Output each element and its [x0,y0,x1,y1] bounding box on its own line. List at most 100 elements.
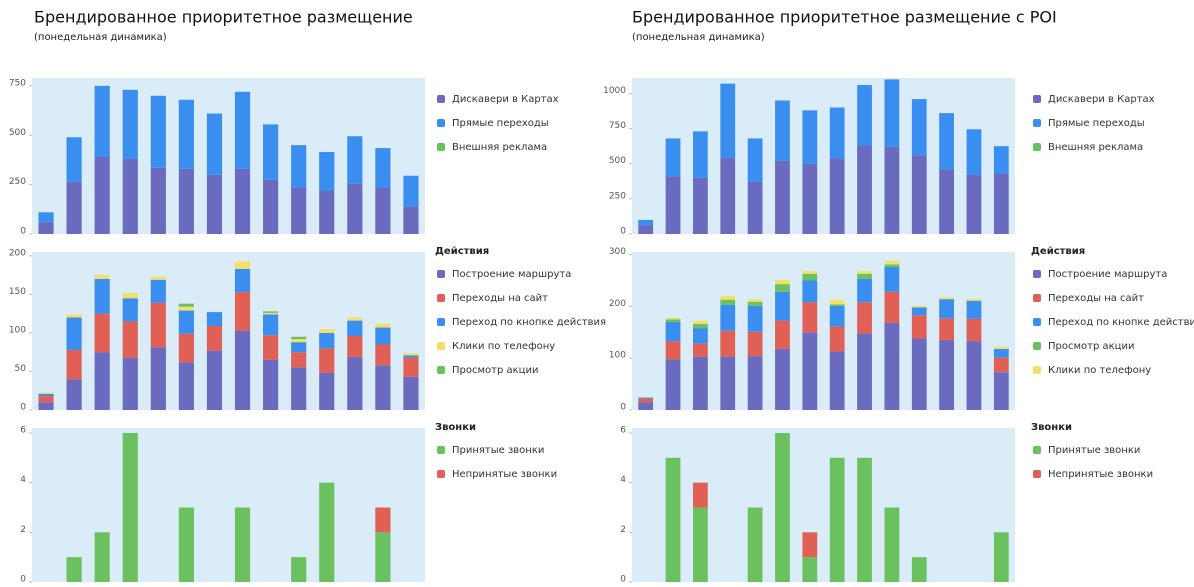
bar-segment [775,279,790,285]
legend-label: Прямые переходы [452,118,549,129]
bar-segment [857,85,872,146]
bar-segment [993,146,1009,174]
bar-segment [66,557,82,582]
bar-segment [234,330,251,410]
legend-swatch [1033,446,1041,454]
plot-background [632,428,1015,582]
bar-segment [775,160,790,234]
bar-segment [665,457,681,582]
bar-segment [234,261,251,269]
bar-segment [291,352,307,368]
plot-background [32,78,425,234]
bar-segment [857,278,872,303]
bar-segment [178,306,194,311]
bar-segment [720,356,736,410]
bar-segment [911,155,927,234]
bar-segment [150,276,166,280]
bar-segment [638,397,654,398]
bar-segment [775,284,790,292]
legend-swatch [1033,470,1041,478]
bar-segment [234,168,251,234]
bar-segment [884,291,900,323]
legend-swatch [437,294,445,302]
legend-label: Дискавери в Картах [452,94,559,105]
bar-segment [993,357,1009,373]
bar-segment [802,557,818,582]
legend-swatch [437,446,445,454]
y-tick-label: 300 [609,247,626,257]
y-tick-label: 750 [9,78,26,88]
legend-label: Построение маршрута [1048,269,1167,280]
legend-title: Звонки [435,422,476,433]
bar-segment [319,482,335,582]
bar-segment [693,328,708,344]
bar-segment [122,321,138,358]
bar-segment [966,318,982,342]
legend-swatch [1033,95,1041,103]
legend-label: Непринятые звонки [1048,469,1153,480]
bar-segment [993,346,1009,349]
bar-segment [206,325,223,351]
y-tick-label: 0 [20,227,26,237]
bar-segment [66,181,82,234]
bar-segment [375,187,391,234]
legend-label: Клики по телефону [452,341,555,352]
bar-segment [802,271,818,274]
legend-label: Непринятые звонки [452,469,557,480]
legend-label: Дискавери в Картах [1048,94,1155,105]
legend-label: Принятые звонки [1048,445,1140,456]
bar-segment [720,296,736,300]
bar-segment [234,268,251,293]
bar-segment [993,348,1009,358]
bar-segment [375,344,391,366]
legend-swatch [1033,119,1041,127]
bar-segment [638,402,654,410]
bar-segment [319,190,335,234]
bar-segment [693,343,708,357]
bar-segment [911,307,927,316]
bar-segment [206,350,223,410]
bar-segment [347,336,363,357]
bar-segment [857,145,872,234]
bar-segment [178,362,194,410]
bar-segment [966,298,982,301]
bar-segment [38,402,54,410]
bar-segment [747,305,763,332]
legend-label: Принятые звонки [452,445,544,456]
bar-segment [234,91,251,169]
bar-segment [291,145,307,188]
y-tick-label: 1000 [603,86,626,96]
bar-segment [829,305,845,327]
bar-segment [747,182,763,234]
bar-segment [747,356,763,410]
bar-segment [775,348,790,410]
y-tick-label: 0 [20,575,26,585]
bar-segment [234,507,251,582]
panel-title: Брендированное приоритетное размещение с… [632,8,1057,27]
bar-segment [638,397,654,399]
bar-segment [263,124,279,180]
y-tick-label: 200 [9,248,26,258]
bar-segment [94,275,110,279]
bar-segment [38,393,54,397]
bar-segment [375,327,391,345]
bar-segment [319,332,335,349]
bar-segment [234,292,251,331]
bar-segment [178,99,194,169]
bar-segment [966,129,982,175]
legend-label: Просмотр акции [1048,341,1134,352]
bar-segment [720,83,736,159]
bar-segment [829,326,845,352]
bar-segment [665,176,681,234]
bar-segment [319,373,335,410]
plot-background [32,252,425,410]
bar-segment [178,310,194,334]
bar-segment [993,532,1009,582]
plot-background [32,428,425,582]
bar-segment [693,320,708,325]
bar-segment [291,339,307,343]
bar-segment [775,432,790,582]
bar-segment [375,365,391,410]
bar-segment [66,314,82,318]
bar-segment [665,138,681,177]
